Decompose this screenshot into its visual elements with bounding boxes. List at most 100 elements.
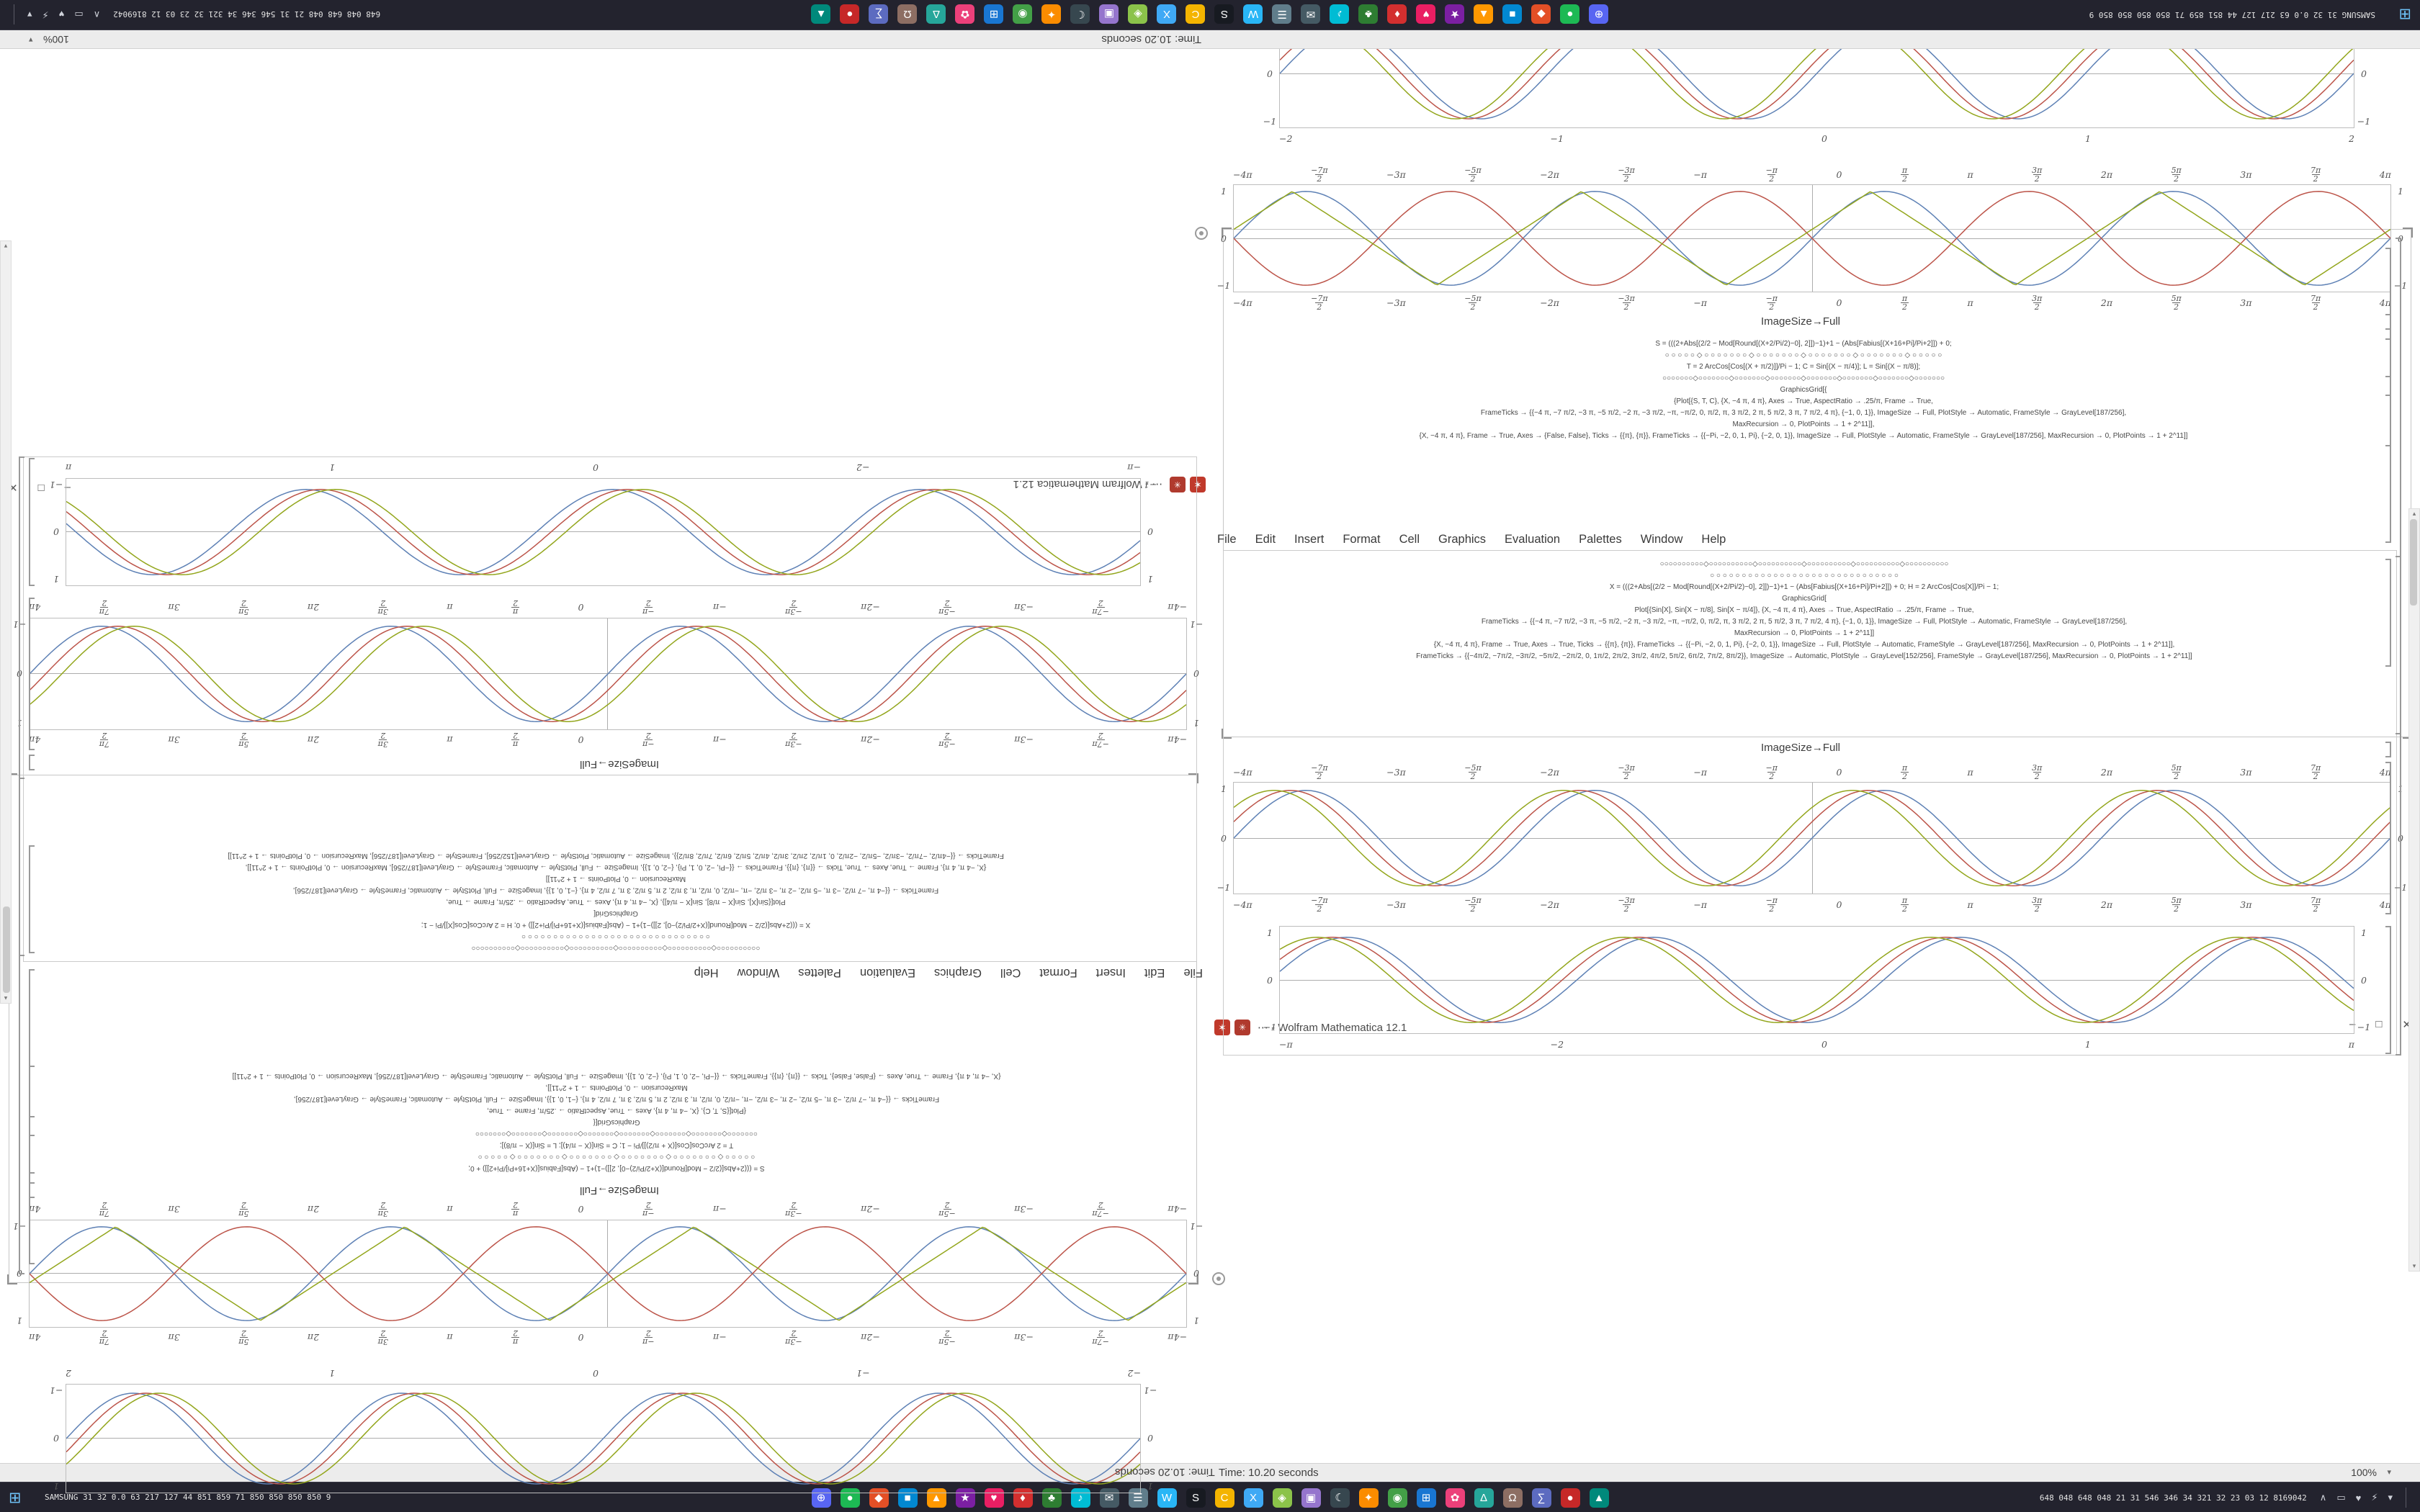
cell-bracket[interactable] [29, 1066, 35, 1174]
code-cell-upper[interactable]: S = (((2+Abs[(2/2 − Mod[Round[(X+2/Pi/2)… [1220, 338, 2387, 442]
taskbar-app-icon[interactable]: ● [840, 1488, 860, 1508]
menu-item-edit[interactable]: Edit [1144, 966, 1165, 980]
taskbar-app-icon[interactable]: ☾ [1070, 4, 1090, 24]
tray-icon[interactable]: ⚡ [2371, 1492, 2378, 1503]
taskbar-app-icon[interactable]: ⊞ [1416, 1488, 1436, 1508]
taskbar-app-icon[interactable]: X [1157, 4, 1177, 24]
scroll-down-icon[interactable]: ▾ [2412, 1262, 2416, 1269]
taskbar-app-icon[interactable]: ∑ [1531, 1488, 1551, 1508]
menu-item-format[interactable]: Format [1039, 966, 1077, 980]
scroll-up-icon[interactable]: ▴ [4, 995, 8, 1002]
taskbar-app-icon[interactable]: Ω [1502, 1488, 1523, 1508]
cell-insertion-badge-icon[interactable] [1212, 1272, 1225, 1285]
taskbar-app-icon[interactable]: ✿ [1445, 1488, 1465, 1508]
taskbar-app-icon[interactable]: ● [1560, 1488, 1580, 1508]
cell-bracket[interactable] [2385, 248, 2391, 377]
cell-bracket[interactable] [29, 845, 35, 953]
taskbar-app-icon[interactable]: ◉ [1013, 4, 1033, 24]
menu-item-graphics[interactable]: Graphics [1438, 532, 1487, 546]
menu-item-insert[interactable]: Insert [1095, 966, 1126, 980]
taskbar-app-icon[interactable]: C [1186, 4, 1206, 24]
taskbar-app-icon[interactable]: ✦ [1041, 4, 1062, 24]
scroll-up-icon[interactable]: ▴ [2412, 510, 2416, 517]
taskbar-app-icon[interactable]: ◆ [1531, 4, 1551, 24]
show-desktop-button[interactable] [12, 4, 14, 24]
taskbar-app-icon[interactable]: ⊕ [811, 1488, 831, 1508]
cell-bracket[interactable] [2385, 742, 2391, 757]
cell-bracket[interactable] [2385, 762, 2391, 914]
zoom-level[interactable]: 100% [43, 34, 69, 45]
taskbar-app-icon[interactable]: ◉ [1387, 1488, 1407, 1508]
taskbar-app-icon[interactable]: ▲ [926, 1488, 946, 1508]
taskbar-app-icon[interactable]: ■ [897, 1488, 918, 1508]
tray-icon[interactable]: ♥ [2355, 1492, 2362, 1503]
taskbar-app-icon[interactable]: ♪ [1330, 4, 1350, 24]
taskbar-app-icon[interactable]: ♥ [1416, 4, 1436, 24]
taskbar-app-icon[interactable]: ♣ [1358, 4, 1379, 24]
taskbar-app-icon[interactable]: Δ [1474, 1488, 1494, 1508]
minimize-icon[interactable]: – [2349, 1018, 2356, 1030]
taskbar-app-icon[interactable]: ▣ [1099, 4, 1119, 24]
taskbar-app-icon[interactable]: W [1243, 4, 1263, 24]
menu-item-format[interactable]: Format [1343, 532, 1381, 546]
code-cell-lower[interactable]: ○○○○○○○○○○◇○○○○○○○○○○◇○○○○○○○○○○◇○○○○○○○… [1232, 559, 2377, 662]
code-cell-lower[interactable]: ○○○○○○○○○○◇○○○○○○○○○○◇○○○○○○○○○○◇○○○○○○○… [43, 850, 1188, 953]
code-cell-upper[interactable]: S = (((2+Abs[(2/2 − Mod[Round[(X+2/Pi/2)… [33, 1070, 1200, 1174]
taskbar-app-icon[interactable]: Δ [926, 4, 946, 24]
taskbar-app-icon[interactable]: S [1214, 4, 1234, 24]
show-desktop-button[interactable] [2406, 1488, 2408, 1508]
taskbar-app-icon[interactable]: ♦ [1013, 1488, 1033, 1508]
menu-item-help[interactable]: Help [694, 966, 719, 980]
taskbar-app-icon[interactable]: ◈ [1272, 1488, 1292, 1508]
tray-icon[interactable]: ∧ [2319, 1492, 2327, 1503]
cell-group-bracket[interactable] [2396, 238, 2401, 734]
cell-bracket[interactable] [29, 458, 35, 586]
tray-icon[interactable]: ▾ [27, 9, 32, 20]
menu-item-cell[interactable]: Cell [1000, 966, 1021, 980]
taskbar-app-icon[interactable]: ☰ [1128, 1488, 1148, 1508]
cell-insertion-badge-icon[interactable] [1195, 227, 1208, 240]
tray-icon[interactable]: ▭ [74, 9, 84, 20]
scrollbar-thumb[interactable] [3, 906, 10, 993]
taskbar-app-icon[interactable]: ★ [955, 1488, 975, 1508]
taskbar-app-icon[interactable]: ☾ [1330, 1488, 1350, 1508]
taskbar-app-icon[interactable]: ♣ [1041, 1488, 1062, 1508]
zoom-level[interactable]: 100% [2351, 1467, 2377, 1478]
start-button-icon[interactable]: ⊞ [9, 1489, 22, 1506]
cell-bracket[interactable] [2385, 559, 2391, 667]
taskbar-app-icon[interactable]: ◈ [1128, 4, 1148, 24]
menu-item-insert[interactable]: Insert [1294, 532, 1325, 546]
cell-group-bracket[interactable] [2396, 556, 2401, 1056]
tray-icon[interactable]: ▾ [2388, 1492, 2393, 1503]
taskbar-app-icon[interactable]: ● [1560, 4, 1580, 24]
menu-item-evaluation[interactable]: Evaluation [859, 966, 915, 980]
window-titlebar[interactable]: ✶ ✳ ⋯ - Wolfram Mathematica 12.1 – □ ✕ [0, 477, 1210, 1004]
zoom-caret-icon[interactable]: ▾ [2387, 1468, 2391, 1477]
cell-bracket[interactable] [2385, 926, 2391, 1054]
tray-icon[interactable]: ⚡ [42, 9, 49, 20]
taskbar-app-icon[interactable]: ♪ [1070, 1488, 1090, 1508]
menu-item-file[interactable]: File [1183, 966, 1203, 980]
tray-icon[interactable]: ∧ [93, 9, 101, 20]
tray-icon[interactable]: ▭ [2336, 1492, 2346, 1503]
maximize-icon[interactable]: □ [2375, 1018, 2383, 1030]
taskbar-app-icon[interactable]: ▣ [1301, 1488, 1321, 1508]
taskbar-app-icon[interactable]: ■ [1502, 4, 1523, 24]
taskbar-app-icon[interactable]: ▲ [1589, 1488, 1609, 1508]
taskbar-app-icon[interactable]: ● [840, 4, 860, 24]
menu-item-help[interactable]: Help [1701, 532, 1726, 546]
taskbar-app-icon[interactable]: C [1214, 1488, 1234, 1508]
menu-item-cell[interactable]: Cell [1399, 532, 1420, 546]
taskbar-app-icon[interactable]: ♦ [1387, 4, 1407, 24]
menu-item-palettes[interactable]: Palettes [798, 966, 841, 980]
taskbar-app-icon[interactable]: ★ [1445, 4, 1465, 24]
taskbar-app-icon[interactable]: ⊕ [1589, 4, 1609, 24]
menu-item-window[interactable]: Window [1640, 532, 1683, 546]
cell-bracket[interactable] [29, 1182, 35, 1198]
cell-group-bracket[interactable] [19, 456, 24, 956]
window-titlebar[interactable]: ✶ ✳ ⋯ - Wolfram Mathematica 12.1 – □ ✕ [1210, 508, 2420, 1035]
taskbar-app-icon[interactable]: ✉ [1099, 1488, 1119, 1508]
tray-icon[interactable]: ♥ [58, 9, 65, 20]
scrollbar-thumb[interactable] [2410, 519, 2417, 606]
vertical-scrollbar[interactable]: ▴ ▾ [0, 240, 12, 1004]
